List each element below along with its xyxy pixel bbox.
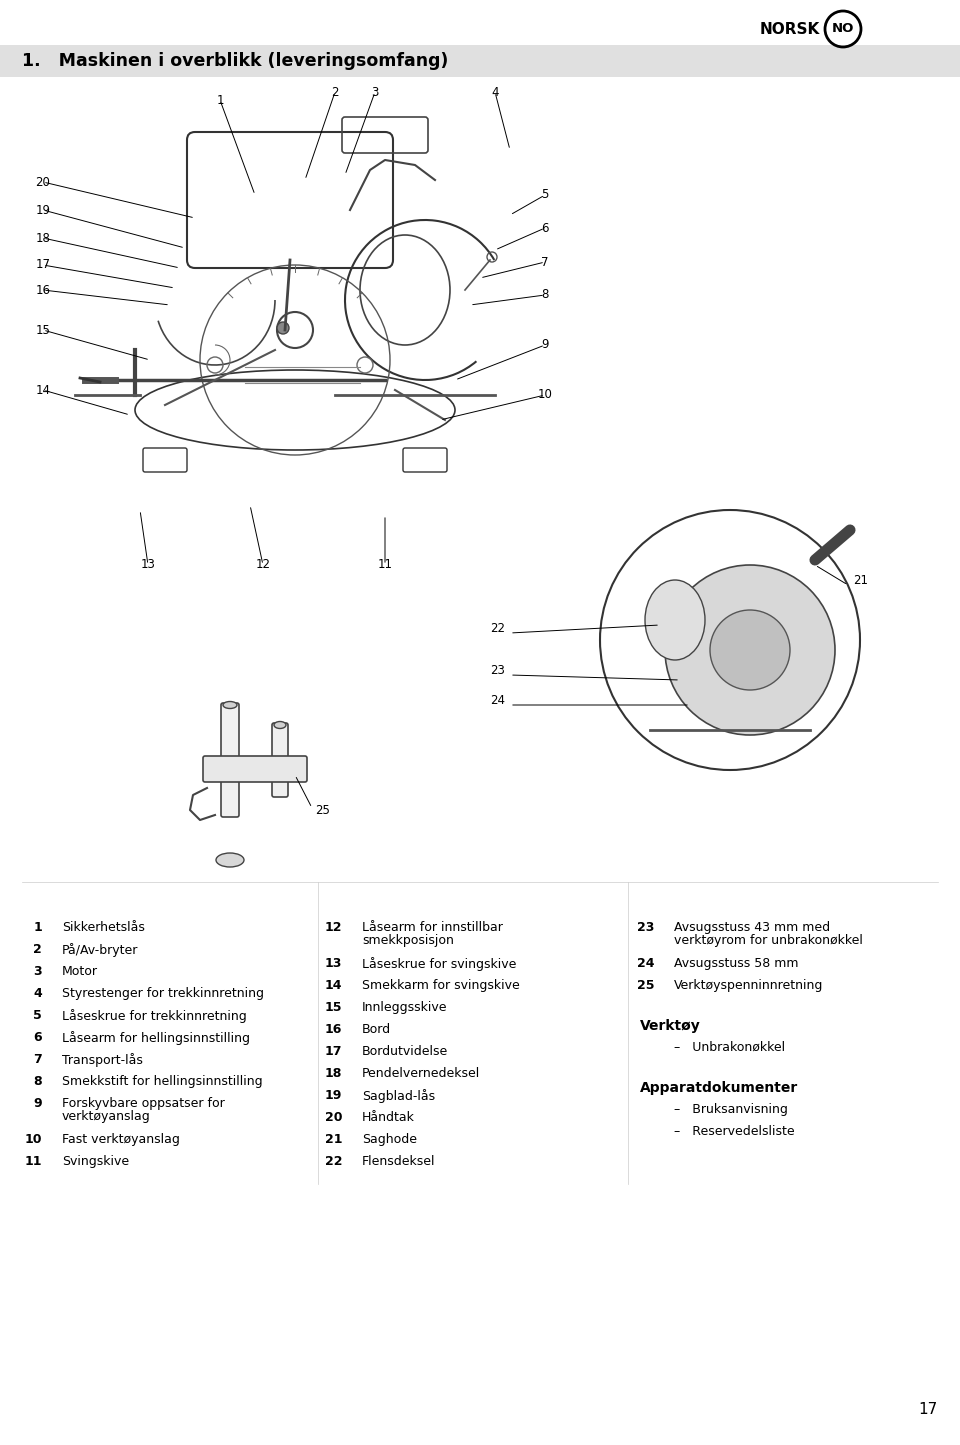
Text: Apparatdokumenter: Apparatdokumenter (640, 1081, 799, 1095)
FancyBboxPatch shape (221, 704, 239, 816)
Circle shape (710, 610, 790, 691)
Text: verktøyanslag: verktøyanslag (62, 1110, 151, 1123)
Text: 15: 15 (324, 1001, 342, 1014)
Text: Saghode: Saghode (362, 1133, 417, 1146)
Text: 12: 12 (324, 920, 342, 933)
Text: 3: 3 (34, 965, 42, 978)
Text: 25: 25 (636, 980, 654, 993)
Text: 16: 16 (36, 283, 51, 296)
Text: 18: 18 (36, 231, 51, 244)
Text: Svingskive: Svingskive (62, 1155, 130, 1168)
Text: 17: 17 (919, 1402, 938, 1418)
Text: Motor: Motor (62, 965, 98, 978)
Text: 16: 16 (324, 1023, 342, 1036)
Text: Bordutvidelse: Bordutvidelse (362, 1045, 448, 1058)
Text: Forskyvbare oppsatser for: Forskyvbare oppsatser for (62, 1097, 225, 1110)
Text: 7: 7 (541, 256, 549, 269)
FancyBboxPatch shape (272, 722, 288, 798)
Text: Avsugsstuss 58 mm: Avsugsstuss 58 mm (674, 957, 799, 970)
Text: Flensdeksel: Flensdeksel (362, 1155, 436, 1168)
Text: 12: 12 (255, 559, 271, 572)
Text: Låseskrue for svingskive: Låseskrue for svingskive (362, 957, 516, 971)
Text: –   Reservedelsliste: – Reservedelsliste (674, 1126, 795, 1139)
Text: 4: 4 (34, 987, 42, 1000)
Text: 25: 25 (315, 803, 330, 816)
Text: 19: 19 (36, 204, 51, 217)
Text: 13: 13 (324, 957, 342, 970)
Text: 24: 24 (636, 957, 654, 970)
Text: NORSK: NORSK (760, 22, 820, 38)
Text: 22: 22 (324, 1155, 342, 1168)
Text: Innleggsskive: Innleggsskive (362, 1001, 447, 1014)
Text: Håndtak: Håndtak (362, 1111, 415, 1124)
FancyBboxPatch shape (203, 756, 307, 782)
Text: 17: 17 (36, 259, 51, 272)
Text: 3: 3 (372, 85, 378, 98)
Text: smekkposisjon: smekkposisjon (362, 933, 454, 946)
Text: 6: 6 (34, 1030, 42, 1043)
Text: Sikkerhetslås: Sikkerhetslås (62, 920, 145, 933)
Text: Låsearm for innstillbar: Låsearm for innstillbar (362, 920, 503, 933)
Ellipse shape (274, 721, 286, 728)
Text: 10: 10 (25, 1133, 42, 1146)
Text: På/Av-bryter: På/Av-bryter (62, 944, 138, 957)
Text: 1.   Maskinen i overblikk (leveringsomfang): 1. Maskinen i overblikk (leveringsomfang… (22, 52, 448, 69)
Text: Fast verktøyanslag: Fast verktøyanslag (62, 1133, 180, 1146)
Text: 8: 8 (541, 289, 549, 302)
Text: 11: 11 (377, 559, 393, 572)
Text: Låsearm for hellingsinnstilling: Låsearm for hellingsinnstilling (62, 1030, 250, 1045)
Text: –   Unbrakonøkkel: – Unbrakonøkkel (674, 1040, 785, 1053)
Text: 6: 6 (541, 221, 549, 234)
Text: 8: 8 (34, 1075, 42, 1088)
Text: 9: 9 (34, 1097, 42, 1110)
Text: Verktøyspenninnretning: Verktøyspenninnretning (674, 980, 824, 993)
Text: verktøyrom for unbrakonøkkel: verktøyrom for unbrakonøkkel (674, 933, 863, 946)
Text: Transport-lås: Transport-lås (62, 1053, 143, 1066)
Text: 5: 5 (34, 1009, 42, 1022)
Text: Låseskrue for trekkinnretning: Låseskrue for trekkinnretning (62, 1009, 247, 1023)
Text: 14: 14 (324, 980, 342, 993)
Text: 10: 10 (538, 389, 552, 402)
Circle shape (277, 322, 289, 334)
Text: 2: 2 (34, 944, 42, 957)
Text: NO: NO (831, 23, 854, 36)
Text: Avsugsstuss 43 mm med: Avsugsstuss 43 mm med (674, 920, 830, 933)
Text: 21: 21 (324, 1133, 342, 1146)
Text: 1: 1 (34, 920, 42, 933)
Text: Smekkarm for svingskive: Smekkarm for svingskive (362, 980, 519, 993)
Text: 21: 21 (853, 574, 868, 587)
Text: Bord: Bord (362, 1023, 391, 1036)
Text: Sagblad-lås: Sagblad-lås (362, 1090, 435, 1103)
Text: Verktøy: Verktøy (640, 1019, 701, 1033)
Text: 2: 2 (331, 85, 339, 98)
Text: 14: 14 (36, 383, 51, 396)
Text: 7: 7 (34, 1053, 42, 1066)
Text: 13: 13 (140, 559, 156, 572)
Text: 20: 20 (324, 1111, 342, 1124)
Text: –   Bruksanvisning: – Bruksanvisning (674, 1103, 788, 1116)
Text: Styrestenger for trekkinnretning: Styrestenger for trekkinnretning (62, 987, 264, 1000)
Text: 23: 23 (490, 663, 505, 676)
Text: 5: 5 (541, 188, 549, 201)
Text: 18: 18 (324, 1066, 342, 1079)
Text: 23: 23 (636, 920, 654, 933)
Text: Pendelvernedeksel: Pendelvernedeksel (362, 1066, 480, 1079)
Ellipse shape (223, 701, 237, 708)
Text: Smekkstift for hellingsinnstilling: Smekkstift for hellingsinnstilling (62, 1075, 263, 1088)
Text: 4: 4 (492, 85, 499, 98)
Text: 20: 20 (36, 175, 51, 188)
Circle shape (665, 565, 835, 736)
Ellipse shape (216, 853, 244, 867)
Ellipse shape (645, 579, 705, 660)
Text: 1: 1 (216, 94, 224, 107)
Text: 19: 19 (324, 1090, 342, 1103)
Text: 22: 22 (490, 621, 505, 634)
Bar (0, 45, 960, 77)
Text: 17: 17 (324, 1045, 342, 1058)
Text: 9: 9 (541, 338, 549, 351)
Text: 11: 11 (25, 1155, 42, 1168)
Text: 15: 15 (36, 324, 51, 337)
Text: 24: 24 (490, 694, 505, 707)
